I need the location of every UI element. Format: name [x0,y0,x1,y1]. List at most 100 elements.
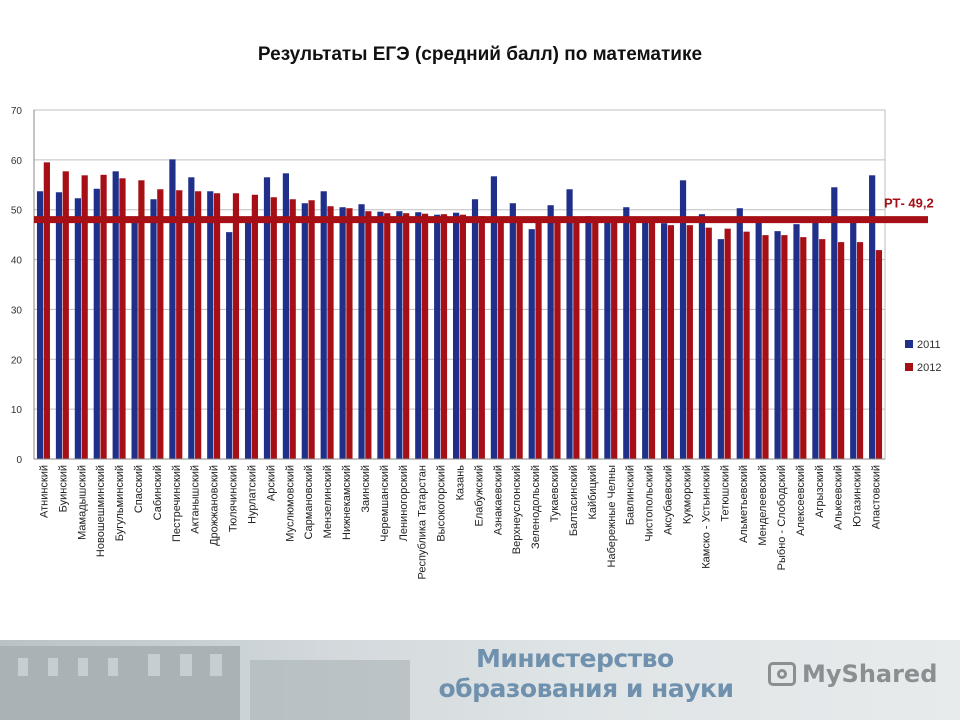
bar-2012 [251,194,258,459]
bar-2012 [554,220,561,459]
bar-2011 [93,188,100,459]
bar-2011 [869,175,876,459]
bar-2011 [150,199,157,459]
y-tick-label: 60 [11,156,23,167]
building-silhouette [0,646,240,720]
bar-2011 [301,203,308,459]
bar-2012 [535,219,542,459]
bar-2012 [308,200,315,459]
x-tick-label: Дрожжановский [209,465,221,546]
bar-2011 [244,217,252,459]
bar-2012 [62,171,69,459]
bar-2011 [55,192,63,459]
bar-2011 [831,187,838,459]
x-tick-label: Тетюшский [719,465,731,522]
bar-2012 [705,227,712,459]
x-tick-label: Актанышский [190,465,202,534]
bar-2011 [434,214,441,459]
bar-2011 [698,214,706,459]
bar-2012 [516,217,523,459]
bar-2012 [43,162,50,459]
x-tick-label: Верхнеуслонский [511,465,523,554]
bar-2011 [528,229,535,459]
ministry-text: Министерство образования и науки [436,644,736,704]
bar-2011 [36,191,44,459]
bar-2011 [623,207,630,459]
bar-2012 [213,193,221,460]
myshared-logo: MyShared [768,656,937,692]
bar-2011 [604,217,611,459]
x-tick-label: Алексеевский [795,465,807,536]
bar-2011 [642,221,649,459]
x-tick-label: Кукморский [681,465,693,524]
bar-2011 [339,207,346,459]
bar-2011 [490,176,498,459]
bar-2011 [377,211,384,459]
bar-2012 [875,250,883,459]
ministry-line-2: образования и науки [438,674,734,703]
bar-2011 [207,191,214,459]
x-tick-label: Атнинский [38,465,50,518]
x-tick-label: Заинский [360,465,372,513]
axis-layer: 0 10 20 30 40 50 60 70 Атнинский Буинский Мамадышс… [11,106,885,580]
bar-2011 [131,217,138,459]
bar-2012 [459,214,466,459]
bar-2012 [384,213,391,459]
bar-2012 [819,239,826,459]
bar-2011 [509,203,516,459]
bar-2012 [232,193,240,460]
bar-2011 [661,223,668,459]
x-tick-label: Нижнекамский [341,465,353,540]
x-tick-label: Балтасинский [568,465,580,536]
x-tick-label: Камско - Устьинский [700,465,712,569]
x-tick-label: Республика Татарстан [417,465,429,580]
bar-2012 [762,235,769,459]
x-tick-label: Чистопольский [644,465,656,542]
bar-2012 [856,242,864,459]
x-tick-label: Сабинский [152,465,164,520]
x-tick-label: Менделеевский [757,465,769,546]
x-tick-label: Муслюмовский [284,465,296,542]
bar-2012 [270,197,277,459]
x-tick-label: Арский [265,465,277,501]
bar-2012 [119,178,126,459]
bar-2011 [169,159,176,459]
bar-2012 [195,191,202,459]
legend-swatch-2011 [905,340,913,348]
bar-2012 [667,225,675,459]
bar-2011 [396,211,403,459]
x-tick-label: Новошешминский [95,465,107,557]
bar-2011 [812,219,819,459]
x-tick-label: Алькеевский [833,465,845,530]
bar-2012 [592,220,599,459]
bar-2011 [679,180,687,459]
building-window [210,654,222,676]
bar-2012 [611,220,618,459]
bar-2011 [566,189,573,459]
bar-2011 [112,171,119,459]
bar-2012 [327,206,334,459]
x-tick-label: Тукаевский [549,465,561,522]
y-tick-label: 10 [11,405,23,416]
bar-2011 [793,224,800,459]
y-tick-label: 0 [16,455,22,466]
y-tick-label: 50 [11,206,23,217]
x-tick-label: Высокогорский [436,465,448,542]
x-tick-label: Сармановский [303,465,315,540]
x-tick-label: Кайбицкий [587,465,599,520]
x-tick-label: Рыбно - Слободский [776,465,788,570]
x-tick-label: Мамадышский [76,465,88,540]
bar-2012 [838,242,845,459]
bar-2012 [686,225,693,459]
bar-2012 [743,231,750,459]
legend-swatch-2012 [905,363,913,371]
legend-label-2012: 2012 [917,362,941,374]
myshared-logo-text: MyShared [802,660,938,688]
bar-2012 [365,211,372,459]
bar-2012 [781,235,788,459]
x-tick-label: Буинский [57,465,69,512]
building-window [148,654,160,676]
bar-2012 [138,180,145,459]
bar-2012 [403,213,410,459]
bar-2011 [471,199,479,459]
